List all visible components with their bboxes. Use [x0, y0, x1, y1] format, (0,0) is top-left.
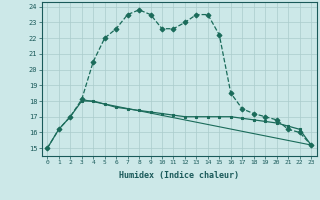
X-axis label: Humidex (Indice chaleur): Humidex (Indice chaleur) — [119, 171, 239, 180]
